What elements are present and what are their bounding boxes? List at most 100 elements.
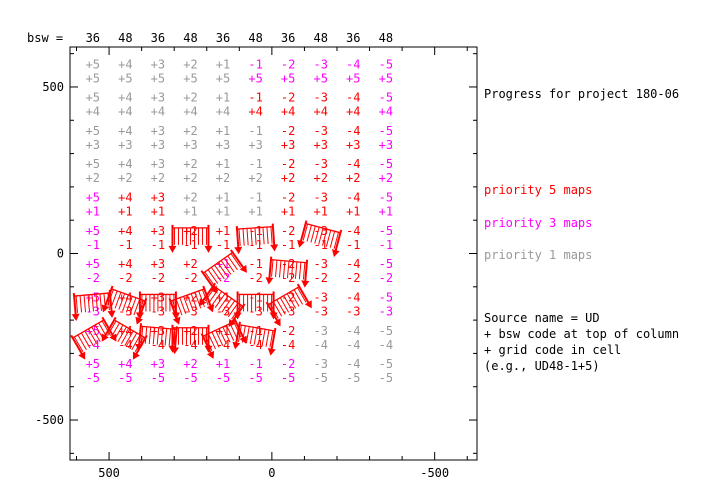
- map-hatch: [214, 264, 225, 280]
- cell-column-code: -5: [379, 224, 393, 238]
- cell-column-code: +1: [216, 224, 230, 238]
- map-hatch: [217, 262, 229, 277]
- map-hatch: [258, 227, 261, 245]
- cell-row-code: +2: [151, 171, 165, 185]
- map-right-arrow: [301, 280, 310, 288]
- x-tick-label: 500: [98, 466, 120, 480]
- cell-row-code: -1: [216, 238, 230, 252]
- map-hatch: [241, 325, 246, 343]
- map-glyph: [297, 220, 343, 257]
- cell-row-code: +1: [379, 205, 393, 219]
- map-left-arrow: [172, 316, 181, 325]
- cell-column-code: -5: [379, 91, 393, 105]
- map-hatch: [124, 330, 134, 346]
- cell-column-code: -4: [346, 91, 360, 105]
- cell-column-code: -2: [281, 357, 295, 371]
- map-hatch: [118, 293, 126, 310]
- cell-column-code: +3: [151, 357, 165, 371]
- map-hatch: [207, 333, 216, 350]
- map-hatch: [245, 326, 250, 344]
- cell-column-code: +1: [216, 191, 230, 205]
- legend-priority-1: priority 1 maps: [484, 248, 592, 262]
- map-hatch: [306, 224, 312, 242]
- map-hatch: [290, 261, 294, 279]
- y-tick-label: -500: [35, 413, 64, 427]
- map-glyph: [168, 285, 215, 325]
- cell-row-code: +2: [216, 171, 230, 185]
- cell-column-code: -4: [346, 57, 360, 71]
- cell-column-code: +5: [86, 157, 100, 171]
- cell-column-code: -2: [281, 224, 295, 238]
- cell-row-code: +4: [118, 105, 132, 119]
- cell-row-code: +1: [118, 205, 132, 219]
- map-hatch: [91, 326, 101, 342]
- map-hatch: [221, 298, 232, 313]
- map-hatch: [83, 295, 87, 313]
- map-hatch: [117, 326, 127, 342]
- map-left-bar: [72, 292, 77, 319]
- map-hatch: [80, 332, 91, 348]
- cell-column-code: +5: [86, 191, 100, 205]
- cell-column-code: +1: [216, 124, 230, 138]
- bsw-code: 36: [346, 31, 360, 45]
- cell-row-code: -1: [151, 238, 165, 252]
- map-top-edge: [270, 258, 307, 264]
- x-tick-label: 0: [268, 466, 275, 480]
- map-hatch: [283, 295, 293, 311]
- cell-row-code: +5: [379, 71, 393, 85]
- cell-column-code: -2: [281, 57, 295, 71]
- map-glyph: [168, 224, 213, 253]
- map-hatch: [95, 294, 98, 312]
- map-hatch: [211, 331, 220, 348]
- cell-row-code: +2: [379, 171, 393, 185]
- map-glyph: [265, 283, 312, 327]
- bsw-code: 36: [216, 31, 230, 45]
- cell-row-code: +4: [183, 105, 197, 119]
- map-hatch: [211, 291, 223, 306]
- cell-row-code: -4: [281, 338, 295, 352]
- cell-row-code: -3: [379, 304, 393, 318]
- cell-column-code: -3: [313, 157, 327, 171]
- map-left-arrow: [234, 246, 243, 255]
- cell-row-code: +3: [346, 138, 360, 152]
- map-hatch: [254, 227, 257, 245]
- cell-column-code: -4: [346, 324, 360, 338]
- map-hatch: [325, 230, 332, 247]
- map-hatch: [91, 294, 94, 312]
- x-tick-label: -500: [420, 466, 449, 480]
- map-left-bar: [168, 297, 179, 323]
- cell-column-code: -5: [379, 157, 393, 171]
- map-hatch: [156, 327, 160, 345]
- map-hatch: [275, 260, 278, 278]
- cell-row-code: +1: [183, 205, 197, 219]
- map-hatch: [79, 295, 83, 313]
- map-hatch: [175, 298, 183, 316]
- map-hatch: [269, 303, 279, 319]
- map-hatch: [164, 328, 168, 346]
- map-hatch: [272, 301, 283, 317]
- map-hatch: [152, 327, 156, 345]
- map-right-arrow: [239, 264, 247, 273]
- map-right-arrow: [132, 351, 140, 360]
- map-left-arrow: [233, 312, 242, 320]
- cell-row-code: +2: [313, 171, 327, 185]
- cell-row-code: +4: [281, 105, 295, 119]
- map-hatch: [208, 288, 219, 304]
- map-right-arrow: [270, 244, 279, 252]
- map-left-bar: [200, 333, 214, 357]
- cell-row-code: +4: [86, 105, 100, 119]
- cell-column-code: +5: [86, 357, 100, 371]
- cell-row-code: +1: [216, 205, 230, 219]
- cell-column-code: +2: [183, 191, 197, 205]
- map-hatch: [133, 298, 141, 316]
- cell-row-code: +2: [248, 171, 262, 185]
- map-hatch: [257, 328, 262, 346]
- cell-row-code: -2: [118, 271, 132, 285]
- map-top-edge: [74, 292, 110, 297]
- cell-row-code: -2: [151, 271, 165, 285]
- map-right-arrow: [267, 348, 276, 356]
- map-hatch: [110, 322, 120, 338]
- map-left-arrow: [135, 312, 144, 320]
- cell-column-code: +2: [183, 91, 197, 105]
- map-left-bar: [200, 282, 216, 305]
